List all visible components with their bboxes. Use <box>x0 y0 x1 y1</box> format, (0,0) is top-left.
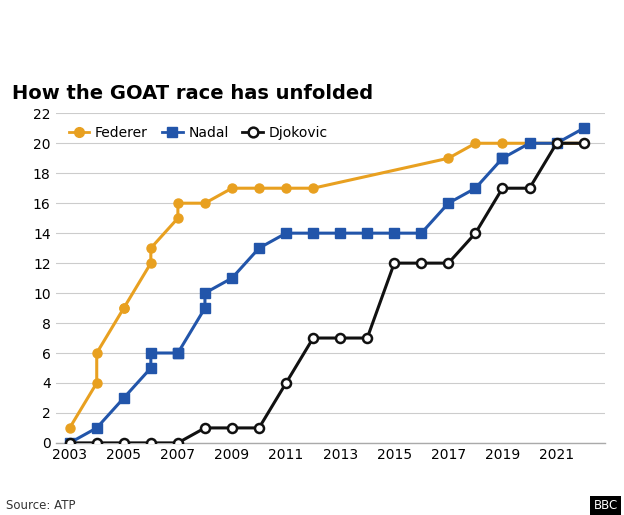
Legend: Federer, Nadal, Djokovic: Federer, Nadal, Djokovic <box>63 120 334 145</box>
Text: BBC: BBC <box>593 500 618 512</box>
Text: Source: ATP: Source: ATP <box>6 500 76 512</box>
Text: How the GOAT race has unfolded: How the GOAT race has unfolded <box>12 84 373 104</box>
